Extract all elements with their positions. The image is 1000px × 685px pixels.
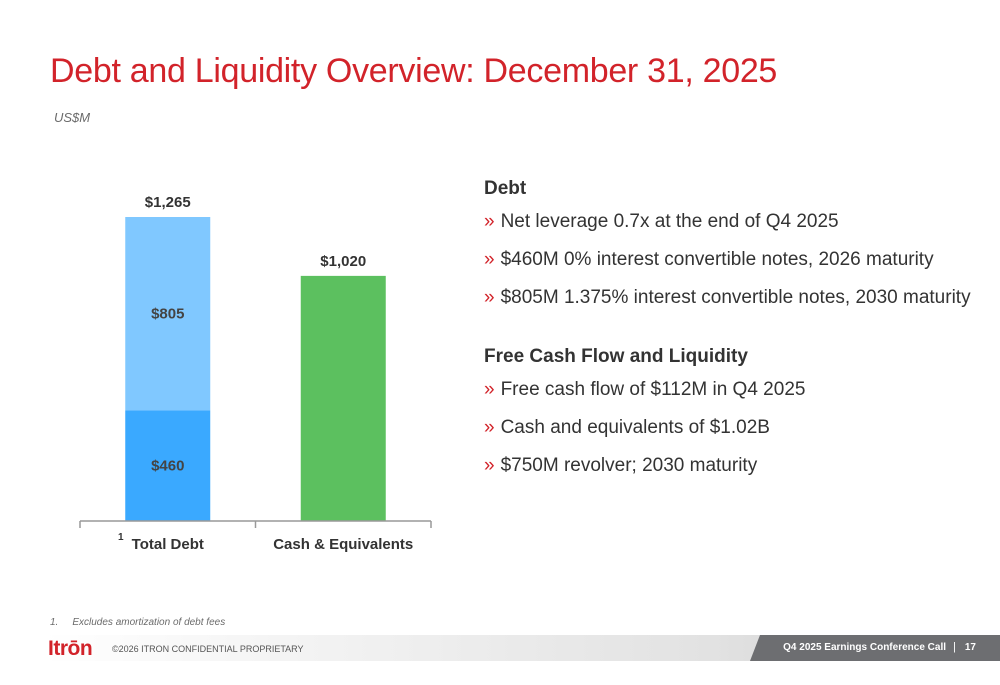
- section-heading-fcf: Free Cash Flow and Liquidity: [484, 346, 748, 367]
- page-title: Debt and Liquidity Overview: December 31…: [50, 52, 778, 90]
- bullet-list-debt: » Net leverage 0.7x at the end of Q4 2025…: [484, 210, 994, 310]
- footnote-text: Excludes amortization of debt fees: [72, 617, 226, 628]
- list-item: » $750M revolver; 2030 maturity: [484, 455, 758, 476]
- category-label: Cash & Equivalents: [273, 536, 413, 553]
- bar-total-label: $1,020: [320, 253, 366, 270]
- section-debt: Debt » Net leverage 0.7x at the end of Q4…: [484, 178, 994, 310]
- list-item: » Net leverage 0.7x at the end of Q4 2025: [484, 211, 839, 232]
- footer-separator: |: [953, 641, 956, 653]
- chevron-right-icon: »: [484, 455, 495, 476]
- bullet-list-fcf: » Free cash flow of $112M in Q4 2025 » Cas…: [484, 378, 994, 478]
- chevron-right-icon: »: [484, 211, 495, 232]
- event-label: Q4 2025 Earnings Conference Call: [783, 642, 946, 653]
- footer-bar: Itrōn ©2026 ITRON CONFIDENTIAL PROPRIETA…: [0, 633, 1000, 665]
- units-label: US$M: [54, 110, 91, 125]
- category-label: Total Debt: [132, 536, 204, 553]
- bar-segment-1-2: [125, 217, 211, 411]
- footnote: 1. Excludes amortization of debt fees: [50, 617, 225, 628]
- section-fcf-liquidity: Free Cash Flow and Liquidity » Free cash …: [484, 346, 994, 478]
- chevron-right-icon: »: [484, 417, 495, 438]
- chevron-right-icon: »: [484, 249, 495, 270]
- list-item: » Cash and equivalents of $1.02B: [484, 417, 770, 438]
- bar-segment-2-1: [300, 275, 386, 521]
- debt-liquidity-bar-chart: $460 $805 $1,265 Total Debt 1 $1,020 Cash & Eq…: [79, 194, 432, 553]
- footnote-number: 1.: [50, 617, 59, 628]
- list-item: » $460M 0% interest convertible notes, 20…: [484, 249, 934, 270]
- page-number: 17: [964, 642, 976, 653]
- itron-logo: Itrōn: [48, 637, 93, 660]
- chevron-right-icon: »: [484, 287, 495, 308]
- footnote-marker: 1: [118, 532, 124, 543]
- bullet-panel: Debt » Net leverage 0.7x at the end of Q4…: [484, 178, 994, 492]
- list-item: » Free cash flow of $112M in Q4 2025: [484, 379, 806, 400]
- segment-value-label: $460: [151, 458, 184, 475]
- segment-value-label: $805: [151, 306, 184, 323]
- bar-segment-1-1: [125, 410, 211, 521]
- chevron-right-icon: »: [484, 379, 495, 400]
- bar-total-label: $1,265: [145, 194, 191, 211]
- section-heading-debt: Debt: [484, 178, 527, 199]
- list-item: » $805M 1.375% interest convertible notes…: [484, 287, 971, 308]
- copyright-text: ©2026 ITRON CONFIDENTIAL PROPRIETARY: [112, 644, 304, 654]
